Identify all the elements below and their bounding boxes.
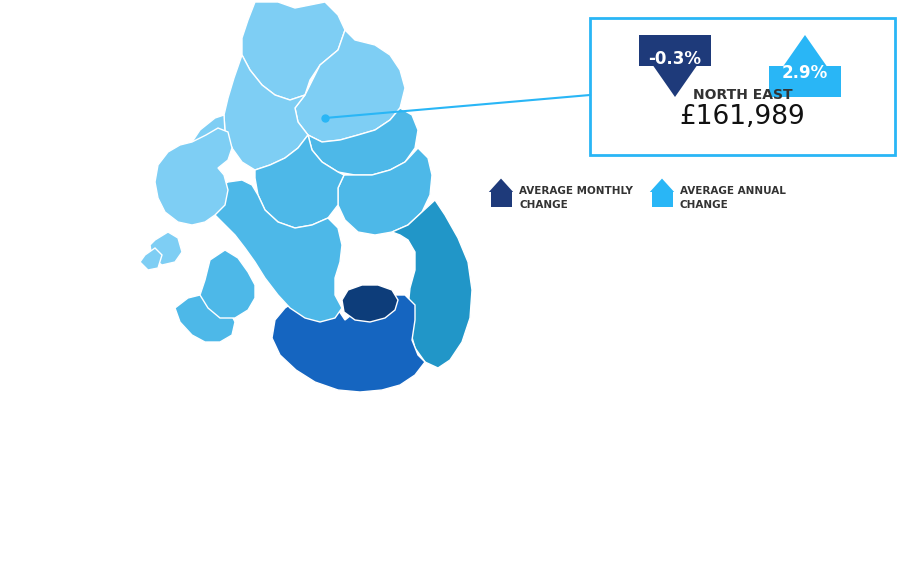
Polygon shape — [769, 35, 841, 97]
Polygon shape — [155, 128, 232, 225]
Polygon shape — [242, 2, 345, 100]
Text: -0.3%: -0.3% — [648, 50, 702, 67]
Polygon shape — [392, 200, 472, 368]
Text: AVERAGE ANNUAL
CHANGE: AVERAGE ANNUAL CHANGE — [680, 186, 786, 210]
Text: 2.9%: 2.9% — [782, 64, 828, 83]
Polygon shape — [140, 248, 162, 270]
Bar — [490, 192, 511, 206]
Polygon shape — [255, 135, 344, 228]
Polygon shape — [200, 250, 255, 318]
Text: AVERAGE MONTHLY
CHANGE: AVERAGE MONTHLY CHANGE — [519, 186, 633, 210]
Polygon shape — [650, 179, 674, 192]
Polygon shape — [308, 108, 418, 175]
Polygon shape — [639, 35, 711, 97]
Polygon shape — [192, 115, 232, 168]
Polygon shape — [224, 55, 308, 170]
Polygon shape — [342, 285, 398, 322]
Polygon shape — [210, 180, 342, 322]
Bar — [652, 192, 673, 206]
Polygon shape — [338, 148, 432, 235]
Polygon shape — [272, 292, 425, 392]
Polygon shape — [150, 232, 182, 265]
Text: NORTH EAST: NORTH EAST — [693, 88, 793, 102]
Text: £161,989: £161,989 — [679, 104, 805, 130]
Polygon shape — [295, 30, 405, 142]
FancyBboxPatch shape — [590, 18, 895, 155]
Polygon shape — [175, 295, 235, 342]
Polygon shape — [489, 179, 513, 192]
